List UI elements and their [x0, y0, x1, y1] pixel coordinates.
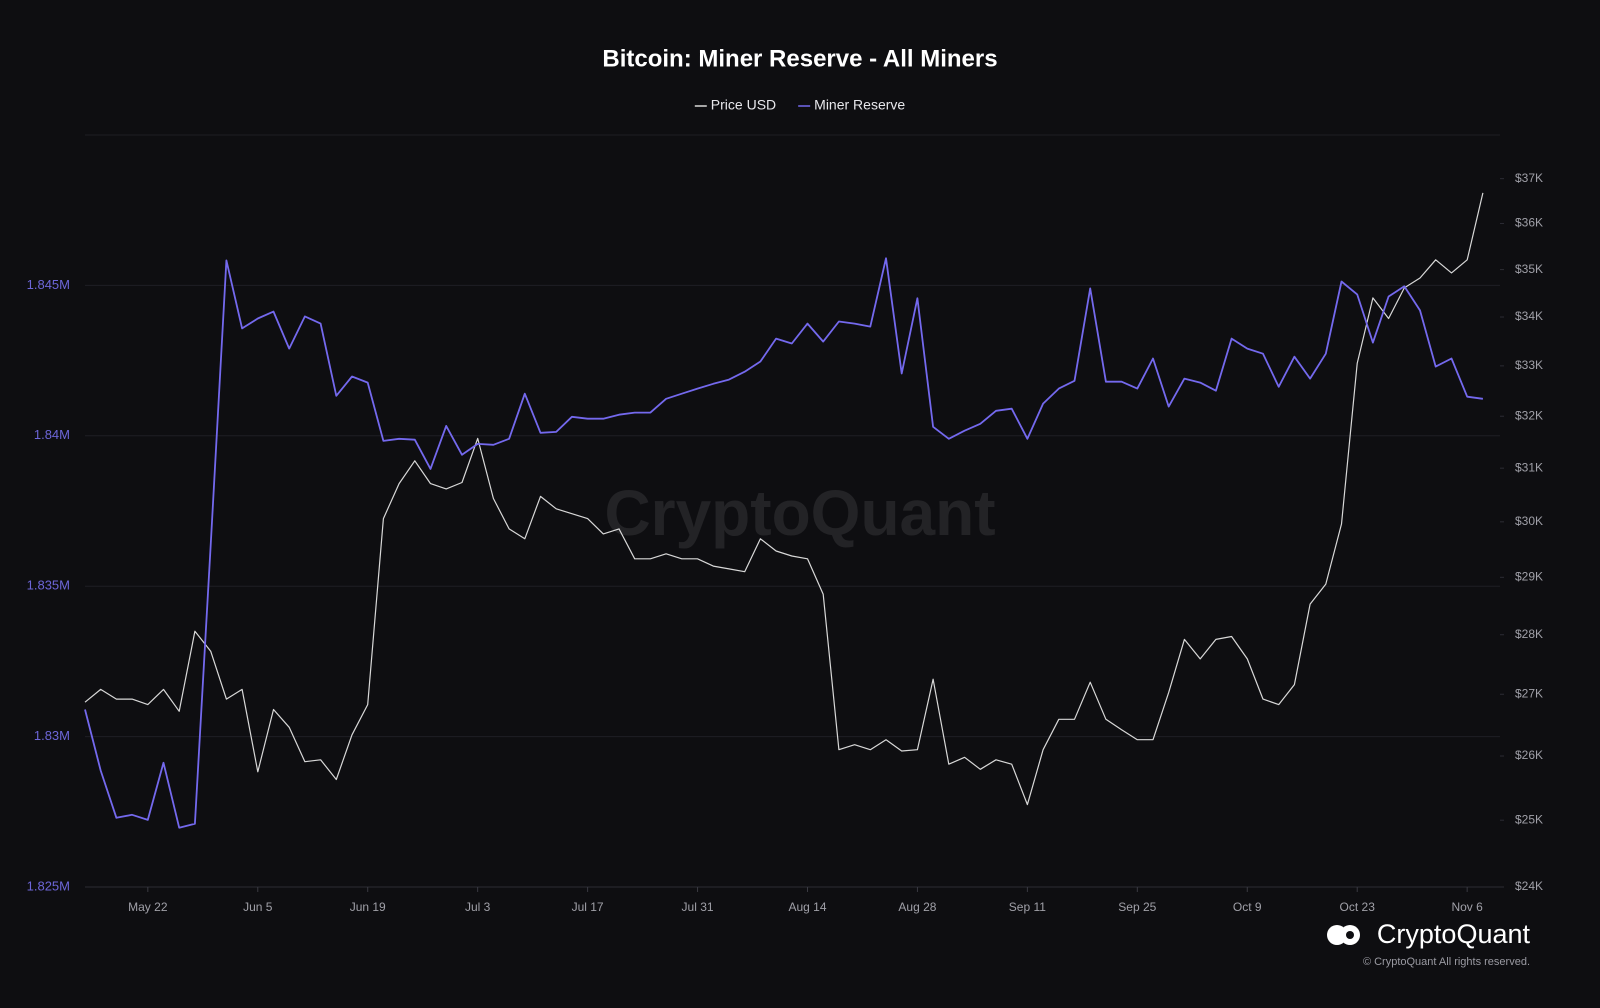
legend-label: Miner Reserve [814, 97, 905, 113]
y-tick-label: 1.825M [27, 878, 70, 893]
y-tick-label: 1.83M [34, 728, 70, 743]
y2-tick-label: $33K [1515, 358, 1543, 372]
x-tick-label: Sep 11 [1009, 900, 1046, 914]
y2-tick-label: $26K [1515, 748, 1543, 762]
brand-logo [1327, 925, 1360, 945]
x-tick-label: Oct 9 [1233, 900, 1262, 914]
y2-tick-label: $29K [1515, 569, 1543, 583]
y2-tick-label: $31K [1515, 460, 1543, 474]
y2-tick-label: $24K [1515, 879, 1543, 893]
y2-tick-label: $37K [1515, 171, 1543, 185]
y-tick-label: 1.845M [27, 277, 70, 292]
y2-tick-label: $27K [1515, 686, 1543, 700]
x-tick-label: Jul 3 [465, 900, 491, 914]
y2-tick-label: $36K [1515, 216, 1543, 230]
x-tick-label: Jul 31 [682, 900, 714, 914]
y2-tick-label: $35K [1515, 262, 1543, 276]
x-tick-label: Jun 19 [350, 900, 386, 914]
x-tick-label: Jul 17 [572, 900, 604, 914]
watermark: CryptoQuant [604, 477, 995, 549]
x-tick-label: Nov 6 [1451, 900, 1483, 914]
y2-tick-label: $25K [1515, 812, 1543, 826]
x-tick-label: Aug 14 [788, 900, 826, 914]
y-tick-label: 1.835M [27, 578, 70, 593]
legend: Price USD Miner Reserve [694, 97, 905, 113]
series-line [84, 257, 1484, 829]
legend-label: Price USD [711, 97, 776, 113]
y-tick-label: 1.84M [34, 427, 70, 442]
y2-tick-label: $34K [1515, 309, 1543, 323]
series-line [84, 192, 1484, 806]
y2-tick-label: $28K [1515, 627, 1543, 641]
chart-title: Bitcoin: Miner Reserve - All Miners [602, 45, 997, 72]
x-tick-label: Jun 5 [243, 900, 273, 914]
y2-tick-label: $32K [1515, 408, 1543, 422]
x-tick-label: Sep 25 [1118, 900, 1156, 914]
y2-tick-label: $30K [1515, 514, 1543, 528]
copyright: © CryptoQuant All rights reserved. [1363, 956, 1530, 968]
x-tick-label: Aug 28 [898, 900, 936, 914]
x-tick-label: Oct 23 [1340, 900, 1376, 914]
logo-hole [1346, 931, 1354, 939]
x-tick-label: May 22 [128, 900, 168, 914]
brand-name: CryptoQuant [1377, 919, 1531, 949]
